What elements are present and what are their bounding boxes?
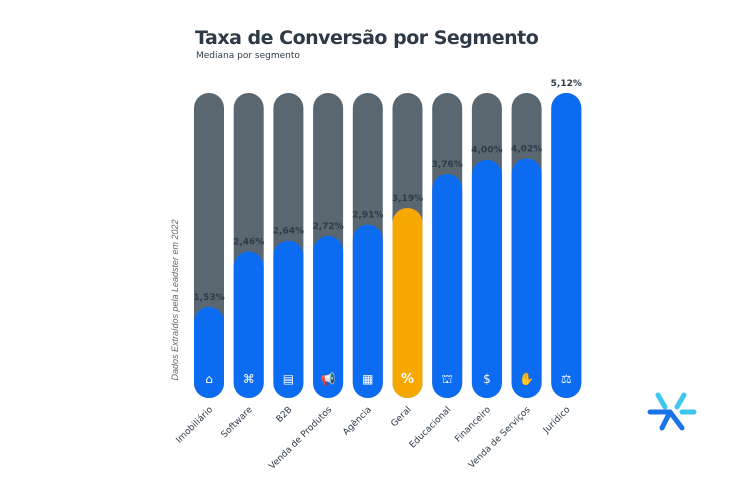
bar-2 xyxy=(273,240,304,398)
data-label: 1,53% xyxy=(193,293,224,303)
data-label: 2,91% xyxy=(352,211,383,221)
bank-icon: ⛫ xyxy=(442,372,453,386)
hand-sparkle-icon: ✋ xyxy=(519,372,534,386)
data-label: 3,19% xyxy=(392,194,423,204)
data-label: 4,00% xyxy=(471,146,502,156)
chart-subtitle: Mediana por segmento xyxy=(196,51,300,61)
category-label: Agência xyxy=(341,404,374,437)
id-card-icon: ▤ xyxy=(283,372,294,386)
bar-0 xyxy=(194,306,224,398)
category-label: Software xyxy=(220,405,255,440)
leadster-logo xyxy=(647,392,697,431)
bar-1 xyxy=(233,251,264,398)
percent-icon: % xyxy=(401,372,414,387)
category-label: Imobiliário xyxy=(175,405,216,446)
bar-3 xyxy=(313,235,344,398)
category-label: Geral xyxy=(389,405,413,429)
storefront-icon: ▦ xyxy=(362,372,373,386)
category-label: B2B xyxy=(275,405,295,425)
data-label: 2,46% xyxy=(233,237,264,247)
category-label: Jurídico xyxy=(541,405,573,437)
house-icon: ⌂ xyxy=(205,372,213,386)
bar-6 xyxy=(432,174,463,398)
data-label: 5,12% xyxy=(551,79,582,89)
megaphone-icon: 📢 xyxy=(321,372,336,386)
scales-icon: ⚖ xyxy=(561,372,572,386)
data-label: 2,72% xyxy=(312,222,343,232)
data-label: 3,76% xyxy=(432,160,463,170)
data-label: 2,64% xyxy=(273,227,304,237)
bar-7 xyxy=(471,159,502,398)
bar-8 xyxy=(511,158,542,398)
bar-5 xyxy=(392,207,423,398)
category-label: Financeiro xyxy=(453,405,493,445)
y-axis-label: Dados Extraídos pela Leadster em 2022 xyxy=(170,219,180,380)
bar-4 xyxy=(352,224,383,398)
dollar-coin-icon: $ xyxy=(483,372,491,386)
command-icon: ⌘ xyxy=(243,372,255,386)
chart-title: Taxa de Conversão por Segmento xyxy=(195,27,539,49)
category-label: Educacional xyxy=(408,405,453,450)
data-label: 4,02% xyxy=(511,145,542,155)
bar-9 xyxy=(551,93,582,398)
